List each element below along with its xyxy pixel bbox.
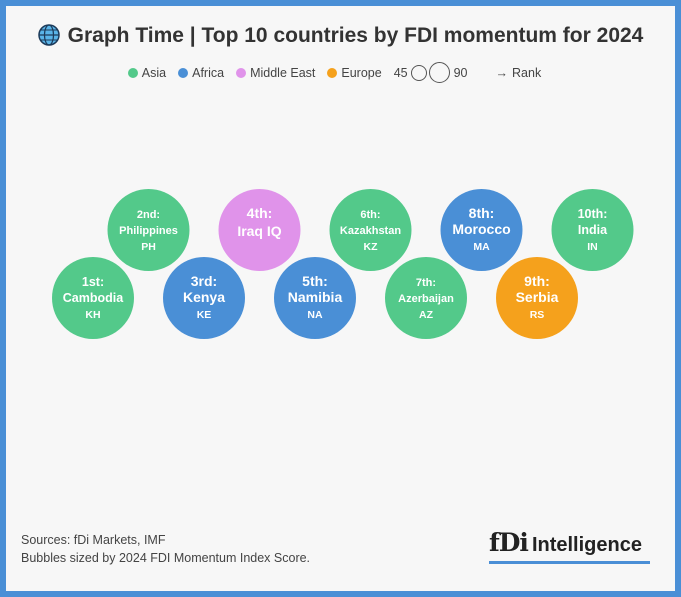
chart-title: Graph Time | Top 10 countries by FDI mom… bbox=[6, 24, 675, 48]
bubble-country-label: Philippines bbox=[119, 225, 178, 237]
legend-rank-label: Rank bbox=[512, 65, 542, 80]
bubble-chart: 1st: Cambodia KH 2nd: Philippines PH 3rd:Kenya… bbox=[52, 189, 634, 339]
bubble-rank-label: 9th: bbox=[524, 273, 550, 289]
legend-item-europe[interactable]: Europe bbox=[327, 65, 382, 80]
logo-fdi: fDi bbox=[489, 528, 529, 557]
arrow-right-icon: → bbox=[495, 65, 509, 80]
sources-text: Sources: fDi Markets, IMF bbox=[21, 533, 166, 547]
bubble-kh[interactable]: 1st: Cambodia KH bbox=[52, 257, 134, 339]
bubble-ph[interactable]: 2nd: Philippines PH bbox=[107, 189, 190, 271]
bubble-ke[interactable]: 3rd:Kenya KE bbox=[163, 257, 245, 339]
legend-label-middle-east: Middle East bbox=[250, 65, 316, 80]
footer-notes: Sources: fDi Markets, IMF Bubbles sized … bbox=[21, 531, 310, 567]
globe-icon bbox=[37, 24, 60, 46]
bubble-country-label: India bbox=[578, 223, 608, 237]
legend-label-asia: Asia bbox=[141, 65, 167, 80]
legend-swatch-europe bbox=[327, 67, 338, 78]
bubble-circle bbox=[274, 257, 356, 339]
legend-swatch-asia bbox=[127, 67, 138, 78]
bubble-az[interactable]: 7th: Azerbaijan AZ bbox=[385, 257, 467, 339]
logo-intelligence: Intelligence bbox=[531, 534, 642, 556]
bubble-circle bbox=[52, 257, 134, 339]
bubble-code-label: KZ bbox=[364, 241, 379, 253]
bubble-country-label: Cambodia bbox=[63, 291, 124, 305]
bubble-country-label: Morocco bbox=[452, 221, 510, 237]
bubble-circle bbox=[551, 189, 634, 271]
bubble-circle bbox=[218, 189, 301, 271]
legend-size-max: 90 bbox=[453, 65, 468, 80]
bubble-circle bbox=[440, 189, 523, 271]
bubble-country-label: Kazakhstan bbox=[340, 225, 401, 237]
bubble-country-label: Serbia bbox=[516, 289, 559, 305]
bubble-rank-label: 10th: bbox=[578, 207, 608, 221]
bubble-rank-label: 6th: bbox=[360, 209, 380, 221]
bubble-ma[interactable]: 8th:Morocco MA bbox=[440, 189, 523, 271]
bubble-rank-label: 1st: bbox=[82, 275, 104, 289]
small-circle-icon bbox=[410, 64, 427, 81]
bubble-code-label: IN bbox=[587, 241, 598, 253]
bubble-rank-label: 3rd: bbox=[191, 273, 217, 289]
bubble-country-label: Azerbaijan bbox=[398, 293, 454, 305]
legend-item-africa[interactable]: Africa bbox=[178, 66, 224, 80]
bubble-rs[interactable]: 9th:Serbia RS bbox=[496, 257, 578, 339]
bubble-in[interactable]: 10th: India IN bbox=[551, 189, 634, 271]
bubble-code-label: AZ bbox=[419, 309, 434, 321]
chart-card: Graph Time | Top 10 countries by FDI mom… bbox=[6, 6, 675, 591]
bubble-kz[interactable]: 6th: Kazakhstan KZ bbox=[329, 189, 412, 271]
bubble-iq[interactable]: 4th: Iraq IQ bbox=[218, 189, 301, 271]
bubble-circle bbox=[496, 257, 578, 339]
legend-swatch-africa bbox=[178, 67, 189, 78]
bubble-na[interactable]: 5th:Namibia NA bbox=[274, 257, 356, 339]
legend-size-min: 45 bbox=[393, 65, 408, 80]
bubble-country-label: Namibia bbox=[288, 289, 343, 305]
legend-label-africa: Africa bbox=[192, 65, 225, 80]
bubble-rank-label: 2nd: bbox=[137, 209, 160, 221]
legend: Asia Africa Middle East Europe 45 90 → R… bbox=[6, 62, 675, 83]
bubble-country-label: Iraq IQ bbox=[237, 223, 281, 239]
bubble-circle bbox=[329, 189, 412, 271]
bubble-rank-label: 5th: bbox=[302, 273, 328, 289]
chart-title-text: Graph Time | Top 10 countries by FDI mom… bbox=[67, 24, 644, 47]
bubble-rank-label: 7th: bbox=[416, 277, 436, 289]
legend-item-middle-east[interactable]: Middle East bbox=[236, 66, 315, 80]
legend-swatch-middle-east bbox=[236, 67, 247, 78]
bubble-country-label: Kenya bbox=[183, 289, 225, 305]
fdi-intelligence-logo: fDi Intelligence bbox=[489, 528, 642, 557]
legend-rank: → Rank bbox=[496, 66, 542, 80]
bubble-circle bbox=[385, 257, 467, 339]
bubble-rank-label: 4th: bbox=[247, 205, 273, 221]
bubble-circle bbox=[107, 189, 190, 271]
logo-underline bbox=[489, 561, 650, 564]
bubble-code-label: KE bbox=[197, 309, 212, 321]
bubble-code-label: RS bbox=[530, 309, 545, 321]
bubble-rank-label: 8th: bbox=[469, 205, 495, 221]
large-circle-icon bbox=[428, 62, 450, 83]
bubble-size-note: Bubbles sized by 2024 FDI Momentum Index… bbox=[21, 551, 311, 565]
bubble-code-label: NA bbox=[307, 309, 323, 321]
legend-size-scale: 45 90 bbox=[394, 62, 468, 83]
legend-item-asia[interactable]: Asia bbox=[127, 65, 167, 80]
bubble-code-label: PH bbox=[141, 241, 156, 253]
bubble-code-label: MA bbox=[473, 241, 490, 253]
bubble-circle bbox=[163, 257, 245, 339]
bubble-code-label: KH bbox=[85, 309, 100, 321]
legend-label-europe: Europe bbox=[341, 65, 382, 80]
